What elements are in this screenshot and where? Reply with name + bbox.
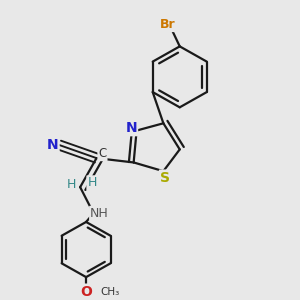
Text: CH₃: CH₃ (100, 286, 120, 297)
Text: NH: NH (90, 207, 109, 220)
Text: N: N (47, 138, 58, 152)
Text: H: H (67, 178, 76, 191)
Text: Br: Br (160, 18, 176, 31)
Text: O: O (80, 285, 92, 298)
Text: S: S (160, 171, 170, 184)
Text: H: H (87, 176, 97, 189)
Text: C: C (98, 147, 106, 160)
Text: N: N (125, 121, 137, 135)
